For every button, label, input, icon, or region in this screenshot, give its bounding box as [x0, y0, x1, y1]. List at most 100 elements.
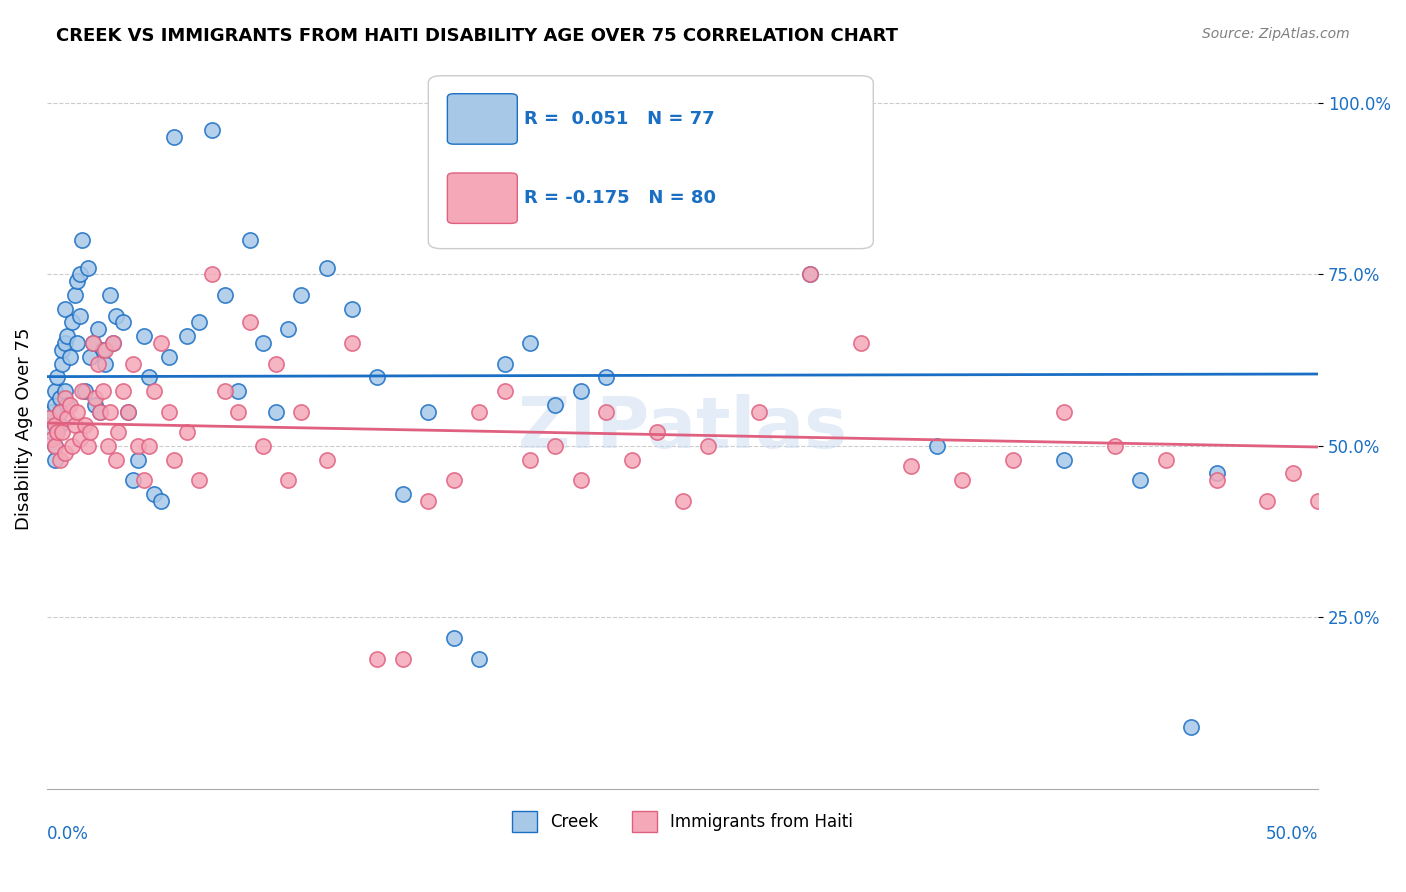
Point — [150, 493, 173, 508]
Point — [60, 315, 83, 329]
Point — [53, 336, 76, 351]
Point — [1053, 404, 1076, 418]
Point — [697, 439, 720, 453]
Point — [468, 651, 491, 665]
Point — [44, 384, 66, 398]
Point — [107, 425, 129, 440]
Text: Source: ZipAtlas.com: Source: ZipAtlas.com — [1202, 27, 1350, 41]
Point — [44, 398, 66, 412]
Point — [340, 301, 363, 316]
Point — [544, 398, 567, 412]
Point — [157, 404, 180, 418]
Point — [59, 398, 82, 412]
Point — [44, 439, 66, 453]
Point — [38, 411, 60, 425]
Point — [89, 404, 111, 418]
Point — [264, 404, 287, 418]
Point — [63, 288, 86, 302]
Point — [72, 233, 94, 247]
Point — [1002, 452, 1025, 467]
Point — [72, 384, 94, 398]
Point — [925, 439, 948, 453]
Point — [519, 452, 541, 467]
Point — [51, 357, 73, 371]
Point — [56, 411, 79, 425]
Point — [290, 288, 312, 302]
Point — [56, 329, 79, 343]
Point — [176, 329, 198, 343]
Point — [1180, 720, 1202, 734]
Text: R =  0.051   N = 77: R = 0.051 N = 77 — [523, 110, 714, 128]
Point — [87, 357, 110, 371]
Point — [104, 452, 127, 467]
Point — [418, 404, 440, 418]
Point — [252, 336, 274, 351]
Point — [1308, 493, 1330, 508]
Point — [214, 288, 236, 302]
Point — [69, 432, 91, 446]
Point — [51, 343, 73, 357]
Point — [900, 459, 922, 474]
Point — [53, 301, 76, 316]
Point — [79, 350, 101, 364]
Point — [595, 404, 617, 418]
Point — [117, 404, 139, 418]
Point — [84, 398, 107, 412]
Point — [66, 404, 89, 418]
Point — [73, 384, 96, 398]
Point — [53, 391, 76, 405]
Point — [46, 425, 69, 440]
Point — [66, 274, 89, 288]
Point — [127, 452, 149, 467]
Point — [79, 425, 101, 440]
Point — [60, 439, 83, 453]
Point — [264, 357, 287, 371]
Point — [443, 473, 465, 487]
Point — [142, 384, 165, 398]
Point — [44, 439, 66, 453]
Point — [157, 350, 180, 364]
Point — [122, 473, 145, 487]
Text: 50.0%: 50.0% — [1265, 825, 1319, 843]
Point — [340, 336, 363, 351]
Point — [38, 411, 60, 425]
Point — [1205, 473, 1227, 487]
Y-axis label: Disability Age Over 75: Disability Age Over 75 — [15, 327, 32, 530]
Point — [59, 350, 82, 364]
Point — [46, 370, 69, 384]
Point — [82, 336, 104, 351]
Point — [226, 384, 249, 398]
Point — [94, 343, 117, 357]
Point — [468, 404, 491, 418]
FancyBboxPatch shape — [429, 76, 873, 249]
Point — [366, 370, 388, 384]
Point — [620, 452, 643, 467]
Point — [89, 404, 111, 418]
Point — [48, 404, 70, 418]
Point — [494, 357, 516, 371]
Point — [56, 398, 79, 412]
Point — [201, 123, 224, 137]
Text: 0.0%: 0.0% — [46, 825, 89, 843]
Point — [239, 233, 262, 247]
Point — [48, 391, 70, 405]
Point — [1205, 467, 1227, 481]
Point — [226, 404, 249, 418]
Point — [101, 336, 124, 351]
Point — [132, 473, 155, 487]
Point — [519, 336, 541, 351]
Point — [73, 418, 96, 433]
Point — [138, 370, 160, 384]
Legend: Creek, Immigrants from Haiti: Creek, Immigrants from Haiti — [505, 805, 860, 838]
Point — [87, 322, 110, 336]
Point — [315, 260, 337, 275]
Point — [163, 130, 186, 145]
Point — [1256, 493, 1278, 508]
Point — [112, 384, 135, 398]
Point — [127, 439, 149, 453]
Point — [214, 384, 236, 398]
Point — [799, 268, 821, 282]
Point — [91, 343, 114, 357]
Point — [53, 384, 76, 398]
Point — [188, 473, 211, 487]
